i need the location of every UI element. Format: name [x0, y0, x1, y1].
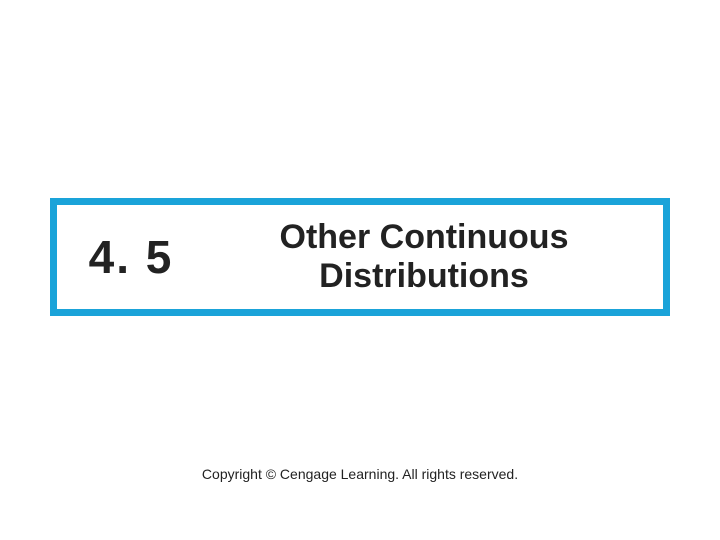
section-number: 4. 5: [57, 230, 205, 284]
section-title: Other Continuous Distributions: [205, 218, 663, 296]
title-box: 4. 5 Other Continuous Distributions: [50, 198, 670, 316]
copyright-text: Copyright © Cengage Learning. All rights…: [0, 466, 720, 482]
slide: 4. 5 Other Continuous Distributions Copy…: [0, 0, 720, 540]
